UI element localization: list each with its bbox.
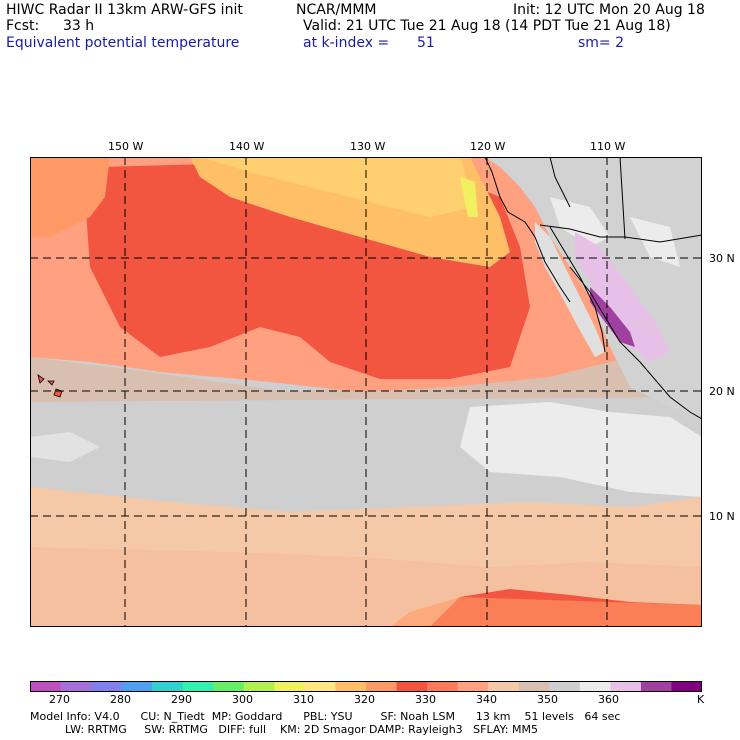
- colorbar-swatch: [427, 681, 459, 692]
- colorbar-label-330: 330: [415, 693, 436, 706]
- forecast-label: Fcst:: [6, 18, 40, 34]
- model-title: HIWC Radar II 13km ARW-GFS init: [6, 2, 243, 18]
- model-info-line2: LW: RRTMG SW: RRTMG DIFF: full KM: 2D Sm…: [30, 723, 538, 736]
- colorbar-units: K: [697, 693, 705, 706]
- field-name: Equivalent potential temperature: [6, 35, 240, 51]
- colorbar-swatch: [30, 681, 62, 692]
- colorbar-swatch: [274, 681, 306, 692]
- colorbar: [30, 681, 702, 692]
- colorbar-label-290: 290: [171, 693, 192, 706]
- lon-label-130w: 130 W: [350, 140, 386, 153]
- tropical-light-patch-2: [30, 432, 100, 462]
- valid-time: Valid: 21 UTC Tue 21 Aug 18 (14 PDT Tue …: [303, 18, 671, 34]
- init-time: Init: 12 UTC Mon 20 Aug 18: [513, 2, 705, 18]
- colorbar-label-280: 280: [110, 693, 131, 706]
- map-border: [30, 157, 702, 627]
- colorbar-swatch: [640, 681, 672, 692]
- us-mexico-border: [539, 224, 702, 243]
- level-label: at k-index =: [303, 35, 390, 51]
- colorbar-swatch: [457, 681, 489, 692]
- colorbar-swatch: [671, 681, 702, 692]
- colorbar-swatch: [91, 681, 123, 692]
- colorbar-label-360: 360: [598, 693, 619, 706]
- colorbar-swatch: [488, 681, 520, 692]
- lat-label-10n: 10 N: [709, 510, 735, 523]
- colorbar-swatch: [243, 681, 275, 692]
- colorbar-swatch: [366, 681, 398, 692]
- nw-salmon: [30, 157, 110, 237]
- forecast-hours: 33 h: [63, 18, 95, 34]
- colorbar-swatch: [549, 681, 581, 692]
- southern-orange-patch: [390, 597, 702, 627]
- colorbar-swatch: [152, 681, 184, 692]
- lon-label-140w: 140 W: [229, 140, 265, 153]
- baja-coastline: [549, 226, 702, 420]
- west-coast-line: [484, 157, 571, 303]
- colorbar-swatch: [60, 681, 92, 692]
- yellow-north: [200, 157, 475, 217]
- k-index-value: 51: [417, 35, 435, 51]
- model-info-line1: Model Info: V4.0 CU: N_Tiedt MP: Goddard…: [30, 710, 621, 723]
- colorbar-border: [30, 681, 702, 692]
- colorbar-swatch: [182, 681, 214, 692]
- dark-purple-plume: [590, 287, 635, 347]
- lat-label-30n: 30 N: [709, 252, 735, 265]
- colorbar-swatch: [335, 681, 367, 692]
- institution-label: NCAR/MMM: [296, 2, 377, 18]
- colorbar-swatch: [579, 681, 611, 692]
- subtropical-tan: [30, 347, 702, 417]
- colorbar-label-340: 340: [476, 693, 497, 706]
- lon-label-110w: 110 W: [590, 140, 626, 153]
- colorbar-label-270: 270: [49, 693, 70, 706]
- colorbar-swatch: [304, 681, 336, 692]
- land-light-patches: [550, 197, 680, 267]
- tropical-light-patch: [460, 402, 702, 497]
- baja-california: [535, 222, 605, 357]
- lon-label-150w: 150 W: [108, 140, 144, 153]
- state-border: [549, 157, 626, 240]
- colorbar-swatch: [213, 681, 245, 692]
- theta-e-map: [30, 157, 702, 627]
- lon-label-120w: 120 W: [470, 140, 506, 153]
- colorbar-label-310: 310: [293, 693, 314, 706]
- colorbar-label-350: 350: [537, 693, 558, 706]
- colorbar-swatch: [518, 681, 550, 692]
- colorbar-swatch: [121, 681, 153, 692]
- purple-plume: [575, 232, 670, 362]
- colorbar-label-300: 300: [232, 693, 253, 706]
- colorbar-label-320: 320: [354, 693, 375, 706]
- lat-label-20n: 20 N: [709, 385, 735, 398]
- colorbar-swatch: [396, 681, 428, 692]
- smoothing-label: sm= 2: [578, 35, 625, 51]
- map-gridlines: [30, 157, 702, 627]
- colorbar-swatch: [610, 681, 642, 692]
- bright-yellow-coast: [460, 177, 478, 217]
